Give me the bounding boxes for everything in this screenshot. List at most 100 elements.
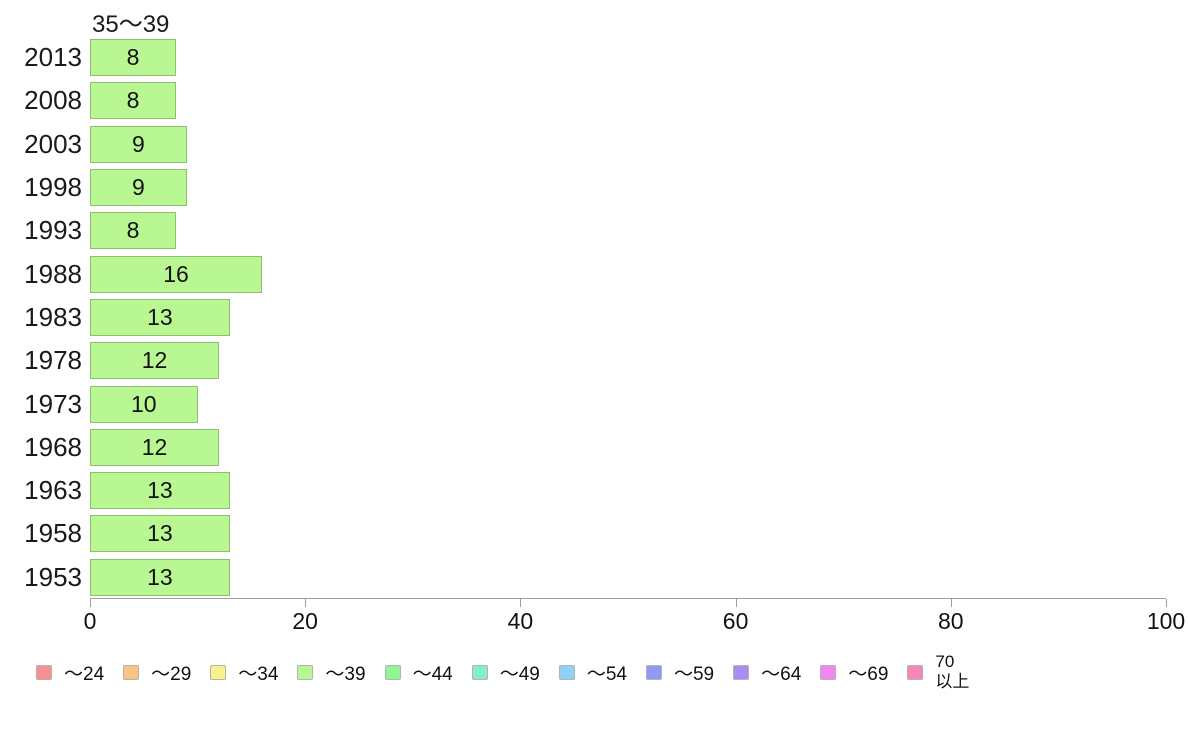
bar-row: 1958 13 [0,512,1188,555]
legend-item: ～54 [558,659,627,686]
bar: 8 [90,39,176,77]
bar-row: 1988 16 [0,252,1188,295]
bar-value-label: 12 [141,433,168,460]
y-axis-label: 2003 [24,128,82,159]
bar-value-label: 13 [147,477,173,504]
legend-label: ～54 [586,663,627,685]
bar-track: 8 [90,209,1165,252]
bar-track: 13 [90,512,1165,555]
legend-item: ～49 [471,659,540,686]
bar-row: 1973 10 [0,382,1188,425]
bar-value-label: 8 [126,44,140,71]
bar-row: 1983 13 [0,296,1188,339]
y-axis-label: 1993 [24,215,82,246]
legend-swatch [645,664,662,680]
bar-value-label: 8 [126,87,140,114]
bar: 13 [90,298,230,336]
bar-value-label: 9 [131,130,145,157]
x-axis: 0 20 40 60 80 100 [84,598,1185,639]
bar-track: 9 [90,123,1165,166]
bar: 9 [90,169,187,207]
legend-label: ～44 [412,663,453,685]
x-axis-tick-mark [950,599,952,607]
legend-label: ～69 [848,663,889,685]
bar: 8 [90,82,176,120]
bar-row: 1993 8 [0,209,1188,252]
y-axis-label: 1983 [24,301,82,332]
bar-track: 16 [90,252,1165,295]
bar: 13 [90,472,230,510]
legend-swatch [123,664,140,680]
legend-item: ～24 [36,659,104,686]
x-axis-tick-mark [735,599,737,607]
bar: 10 [90,385,198,423]
x-axis-tick-mark [90,599,91,607]
bar: 13 [90,515,230,553]
bar-row: 1998 9 [0,166,1188,209]
bar-track: 8 [90,79,1165,122]
legend-swatch [210,664,227,680]
plot-rows: 2013 8 2008 8 2003 9 1998 9 1993 8 1988 16 1983 13 197… [0,36,1188,599]
legend-swatch [36,664,52,680]
y-axis-label: 1958 [24,518,82,549]
legend: ～24 ～29 ～34 ～39 ～44 ～49 ～54 ～59 ～64 ～69 70 以上 [36,650,988,694]
bar-track: 10 [90,382,1165,425]
bar-value-label: 9 [131,174,145,201]
y-axis-label: 1953 [24,561,82,592]
y-axis-label: 2008 [24,85,82,116]
bar-row: 2013 8 [0,36,1188,79]
bar-track: 13 [90,556,1165,599]
bar: 8 [90,212,176,250]
legend-item: ～64 [733,659,801,686]
bar-track: 12 [90,339,1165,382]
y-axis-label: 1988 [24,258,82,289]
bar-value-label: 13 [147,303,173,330]
legend-label: ～49 [499,663,540,685]
x-axis-tick-label: 40 [507,608,534,634]
bar: 16 [90,255,262,293]
x-axis-tick-label: 100 [1146,608,1186,634]
legend-swatch [384,664,401,680]
bar-value-label: 8 [126,217,140,244]
bar-row: 1953 13 [0,556,1188,599]
legend-item: ～39 [297,659,366,686]
y-axis-label: 1998 [24,172,82,203]
legend-item: ～69 [820,659,888,686]
x-axis-tick-label: 60 [722,608,749,634]
bar-value-label: 16 [163,260,189,287]
bar-value-label: 13 [147,563,173,590]
legend-swatch [907,664,924,680]
y-axis-label: 1978 [24,345,82,376]
legend-label: ～64 [761,663,802,685]
legend-swatch [733,664,750,680]
bar-value-label: 12 [141,347,168,374]
legend-swatch [558,664,575,680]
chart-title: 35～39 [92,11,170,38]
legend-label: ～34 [238,663,279,685]
bar-row: 2003 9 [0,123,1188,166]
x-axis-tick-label: 0 [83,608,97,634]
x-axis-tick-mark [305,599,307,607]
bar-value-label: 13 [147,520,173,547]
y-axis-label: 2013 [24,42,82,73]
legend-item: ～44 [384,659,453,686]
x-axis-tick-label: 80 [938,608,964,634]
legend-label: ～29 [151,663,192,685]
legend-label: ～39 [325,663,366,685]
bar: 9 [90,125,187,163]
legend-label: ～24 [64,663,105,685]
legend-item: ～59 [645,659,714,686]
bar: 13 [90,558,230,596]
legend-swatch [820,664,837,680]
bar-track: 8 [90,36,1165,79]
legend-swatch [297,664,314,680]
bar-row: 1968 12 [0,426,1188,469]
legend-swatch [471,664,488,680]
legend-item: ～29 [123,659,191,686]
legend-item: 70 以上 [907,652,969,691]
bar-row: 1963 13 [0,469,1188,512]
bar-track: 13 [90,469,1165,512]
x-axis-tick-mark [1166,599,1167,607]
y-axis-label: 1963 [24,475,82,506]
